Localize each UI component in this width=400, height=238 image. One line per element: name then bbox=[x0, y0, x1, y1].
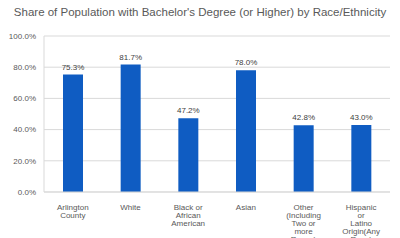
svg-text:47.2%: 47.2% bbox=[177, 106, 200, 115]
svg-text:75.3%: 75.3% bbox=[62, 63, 85, 72]
svg-text:43.0%: 43.0% bbox=[350, 113, 373, 122]
svg-text:Other(IncludingTwo ormoreRaces: Other(IncludingTwo ormoreRaces) bbox=[286, 203, 321, 238]
svg-text:80.0%: 80.0% bbox=[13, 63, 36, 72]
svg-text:100.0%: 100.0% bbox=[9, 32, 36, 41]
svg-text:ArlingtonCounty: ArlingtonCounty bbox=[57, 203, 89, 220]
svg-text:81.7%: 81.7% bbox=[119, 53, 142, 62]
svg-text:Asian: Asian bbox=[236, 203, 256, 212]
svg-text:42.8%: 42.8% bbox=[292, 113, 315, 122]
svg-text:White: White bbox=[120, 203, 141, 212]
svg-text:40.0%: 40.0% bbox=[13, 125, 36, 134]
svg-text:HispanicorLatinoOrigin(AnyRace: HispanicorLatinoOrigin(AnyRace) bbox=[342, 203, 380, 238]
svg-text:60.0%: 60.0% bbox=[13, 94, 36, 103]
svg-text:20.0%: 20.0% bbox=[13, 157, 36, 166]
html-text:Share of Population with Bache: Share of Population with Bachelor's Degr… bbox=[13, 6, 387, 18]
svg-text:Black orAfricanAmerican: Black orAfricanAmerican bbox=[171, 203, 205, 228]
svg-text:78.0%: 78.0% bbox=[235, 58, 258, 67]
svg-text:0.0%: 0.0% bbox=[18, 188, 36, 197]
